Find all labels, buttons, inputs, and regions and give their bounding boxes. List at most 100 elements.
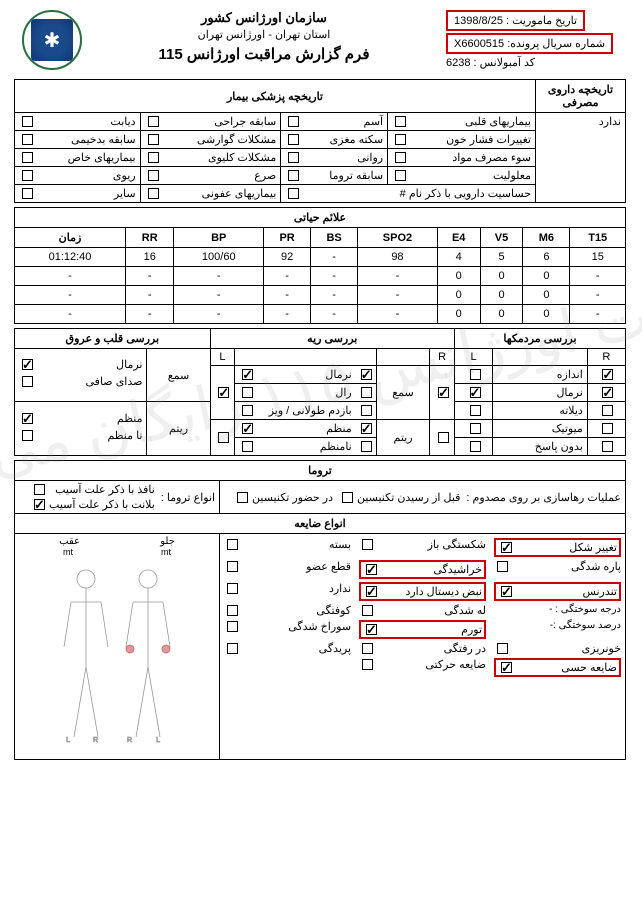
- checkbox-item: ریوی: [20, 169, 137, 182]
- checkbox-icon[interactable]: [343, 492, 354, 503]
- checkbox-icon[interactable]: [363, 539, 374, 550]
- checkbox-label: کوفتگی: [243, 604, 352, 617]
- checkbox-icon[interactable]: [149, 188, 160, 199]
- checkbox-icon[interactable]: [362, 441, 373, 452]
- checkbox-icon[interactable]: [243, 423, 254, 434]
- checkbox-icon[interactable]: [439, 432, 450, 443]
- checkbox-icon[interactable]: [23, 359, 34, 370]
- checkbox-icon[interactable]: [228, 539, 239, 550]
- vitals-cell: -: [571, 286, 627, 305]
- checkbox-icon[interactable]: [367, 624, 378, 635]
- checkbox-icon[interactable]: [149, 134, 160, 145]
- checkbox-icon[interactable]: [23, 134, 34, 145]
- checkbox-icon[interactable]: [603, 441, 614, 452]
- diagram-unit-2: mt: [64, 547, 74, 557]
- vitals-cell: 0: [481, 305, 524, 324]
- checkbox-icon[interactable]: [243, 369, 254, 380]
- checkbox-icon[interactable]: [362, 405, 373, 416]
- checkbox-label: بیماریهای قلبی: [411, 115, 532, 128]
- checkbox-icon[interactable]: [23, 116, 34, 127]
- checkbox-icon[interactable]: [149, 116, 160, 127]
- checkbox-item: آسم: [286, 115, 384, 128]
- vitals-cell: 92: [265, 248, 312, 267]
- checkbox-item: سابقه بدخیمی: [20, 133, 137, 146]
- checkbox-icon[interactable]: [363, 659, 374, 670]
- checkbox-item: ندارد: [225, 582, 352, 595]
- hx-cell: دیابت: [16, 113, 142, 131]
- vitals-cell: 0: [524, 286, 571, 305]
- checkbox-icon[interactable]: [502, 662, 513, 673]
- checkbox-icon[interactable]: [289, 134, 300, 145]
- checkbox-icon[interactable]: [498, 561, 509, 572]
- checkbox-icon[interactable]: [149, 152, 160, 163]
- checkbox-icon[interactable]: [243, 387, 254, 398]
- checkbox-item: سابقه تروما: [286, 169, 384, 182]
- checkbox-icon[interactable]: [23, 188, 34, 199]
- lung-col-r: R: [431, 349, 456, 366]
- checkbox-label: در حضور تکنیسین: [253, 491, 334, 504]
- checkbox-icon[interactable]: [228, 583, 239, 594]
- checkbox-item: در رفتگی: [360, 642, 487, 655]
- vitals-cell: 0: [438, 286, 481, 305]
- checkbox-icon[interactable]: [603, 405, 614, 416]
- hx-cell: معلولیت: [389, 167, 537, 185]
- checkbox-icon[interactable]: [367, 564, 378, 575]
- lung-hear-label: سمع: [377, 366, 431, 420]
- checkbox-icon[interactable]: [363, 605, 374, 616]
- checkbox-icon[interactable]: [289, 152, 300, 163]
- checkbox-icon[interactable]: [363, 643, 374, 654]
- checkbox-icon[interactable]: [289, 188, 300, 199]
- checkbox-icon[interactable]: [228, 621, 239, 632]
- checkbox-icon[interactable]: [35, 484, 46, 495]
- checkbox-icon[interactable]: [471, 387, 482, 398]
- checkbox-icon[interactable]: [149, 170, 160, 181]
- checkbox-icon[interactable]: [243, 441, 254, 452]
- checkbox-icon[interactable]: [471, 369, 482, 380]
- checkbox-icon[interactable]: [289, 170, 300, 181]
- checkbox-icon[interactable]: [439, 387, 450, 398]
- checkbox-icon[interactable]: [228, 643, 239, 654]
- checkbox-icon[interactable]: [396, 170, 407, 181]
- checkbox-icon[interactable]: [35, 499, 46, 510]
- checkbox-icon[interactable]: [289, 116, 300, 127]
- checkbox-icon[interactable]: [23, 413, 34, 424]
- checkbox-item: مشکلات کلیوی: [146, 151, 278, 164]
- vitals-cell: -: [16, 286, 127, 305]
- checkbox-label: نرمال: [38, 358, 143, 371]
- checkbox-icon[interactable]: [23, 152, 34, 163]
- checkbox-icon[interactable]: [23, 170, 34, 181]
- checkbox-icon[interactable]: [362, 423, 373, 434]
- checkbox-icon[interactable]: [502, 586, 513, 597]
- checkbox-icon[interactable]: [219, 387, 230, 398]
- checkbox-icon[interactable]: [502, 542, 513, 553]
- checkbox-icon[interactable]: [498, 643, 509, 654]
- checkbox-icon[interactable]: [471, 405, 482, 416]
- checkbox-icon[interactable]: [367, 586, 378, 597]
- checkbox-icon[interactable]: [23, 430, 34, 441]
- checkbox-icon[interactable]: [603, 387, 614, 398]
- checkbox-icon[interactable]: [471, 423, 482, 434]
- checkbox-label: بلانت با ذکر علت آسیب: [50, 498, 156, 511]
- checkbox-icon[interactable]: [362, 369, 373, 380]
- checkbox-icon[interactable]: [471, 441, 482, 452]
- checkbox-label: قبل از رسیدن تکنیسین: [358, 491, 461, 504]
- checkbox-icon[interactable]: [238, 492, 249, 503]
- checkbox-icon[interactable]: [362, 387, 373, 398]
- body-front-icon: RL: [119, 567, 179, 747]
- case-serial-label: شماره سریال پرونده:: [508, 38, 606, 50]
- checkbox-icon[interactable]: [23, 376, 34, 387]
- checkbox-icon[interactable]: [396, 116, 407, 127]
- checkbox-icon[interactable]: [396, 152, 407, 163]
- checkbox-icon[interactable]: [219, 432, 230, 443]
- body-diagram: RL LR: [20, 557, 216, 757]
- checkbox-icon[interactable]: [228, 605, 239, 616]
- checkbox-icon[interactable]: [603, 369, 614, 380]
- checkbox-icon[interactable]: [243, 405, 254, 416]
- checkbox-icon[interactable]: [396, 134, 407, 145]
- mission-date-box: تاریخ ماموریت : 1398/8/25: [447, 10, 586, 31]
- checkbox-item: معلولیت: [393, 169, 532, 182]
- checkbox-icon[interactable]: [603, 423, 614, 434]
- trauma-table: تروما عملیات رهاسازی بر روی مصدوم : قبل …: [15, 460, 627, 760]
- checkbox-icon[interactable]: [228, 561, 239, 572]
- checkbox-label: مشکلات گوارشی: [164, 133, 278, 146]
